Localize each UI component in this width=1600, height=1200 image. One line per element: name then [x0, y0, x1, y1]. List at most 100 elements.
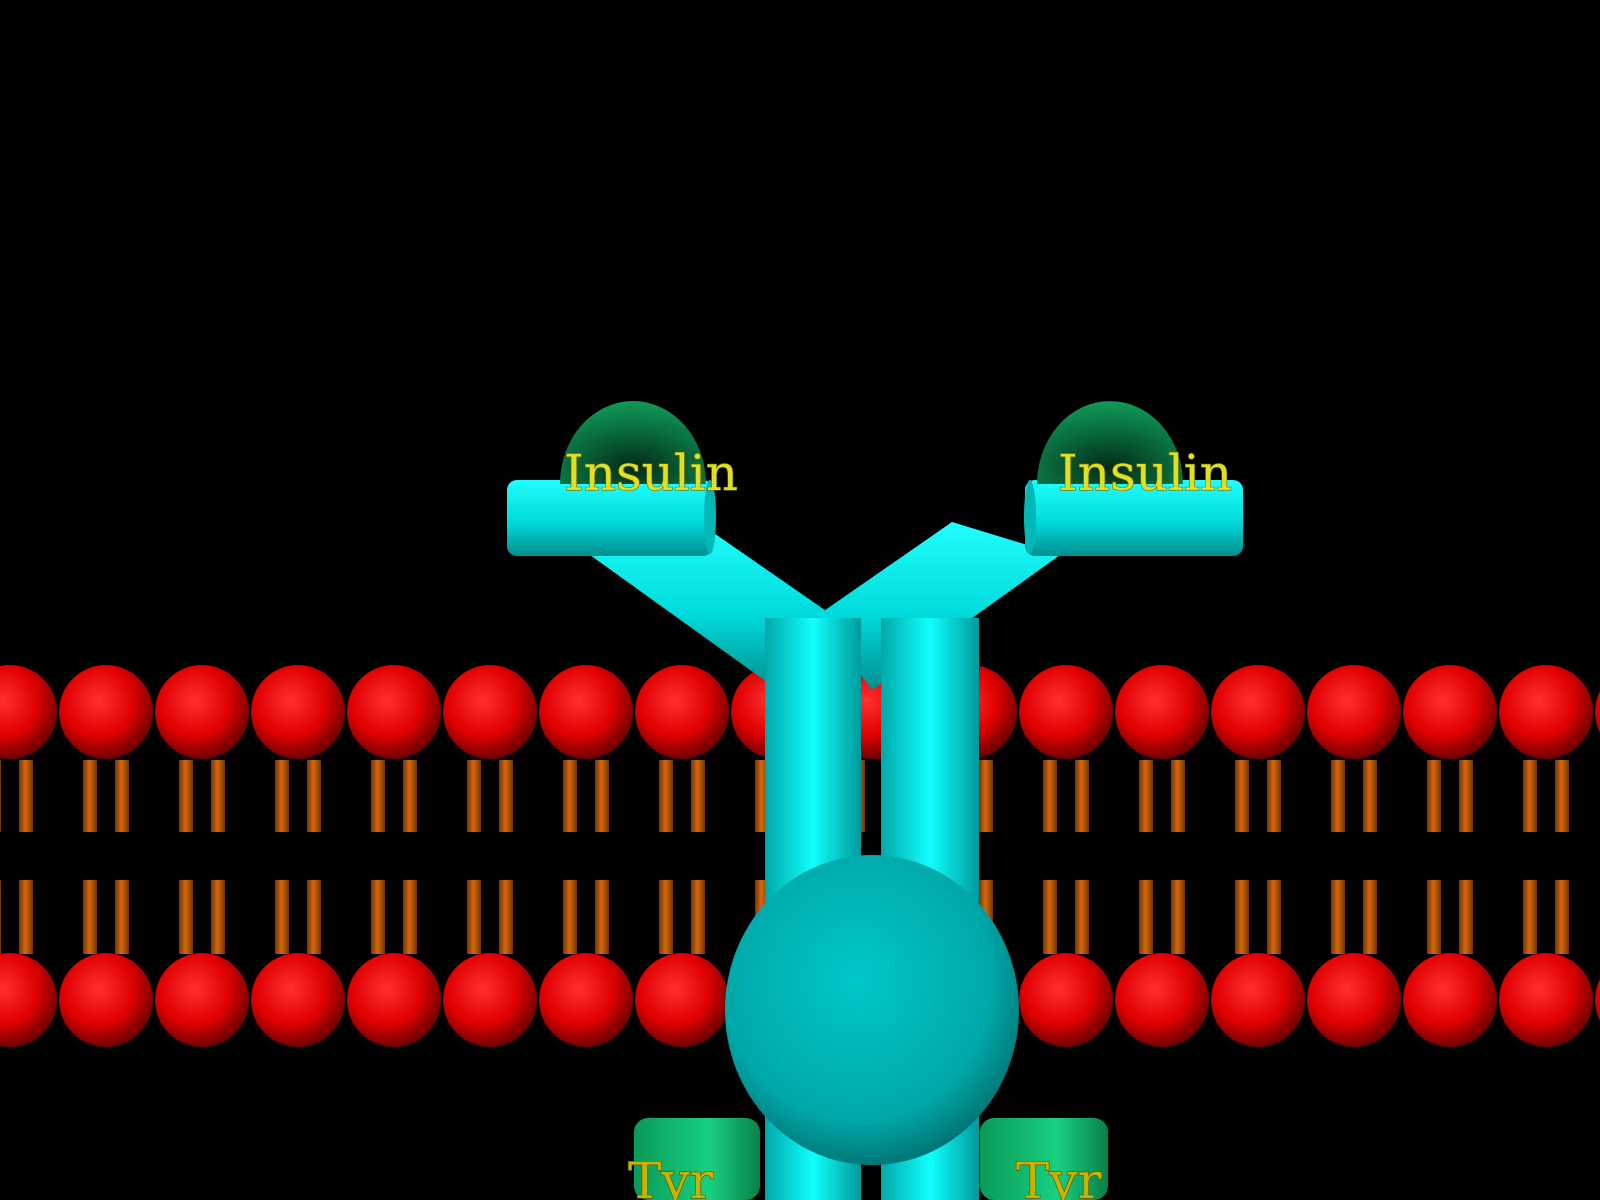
insulin-right: Insulin — [1037, 401, 1233, 503]
lipid-head — [635, 665, 729, 759]
insulin-receptor — [507, 480, 1243, 1200]
tyrosine-kinase-left: Tyr — [627, 1118, 760, 1200]
lipid-head — [1499, 953, 1593, 1047]
kinase-domain-left — [634, 1118, 760, 1200]
lipid-head — [443, 953, 537, 1047]
lipid-tail — [307, 880, 321, 954]
lipid-tail — [115, 760, 129, 832]
lipid-tail — [499, 760, 513, 832]
lipid-tail — [371, 760, 385, 832]
lipid-tail — [1459, 880, 1473, 954]
lipid-head — [251, 953, 345, 1047]
lipid-head — [59, 953, 153, 1047]
insulin-label-left: Insulin — [564, 444, 738, 502]
lipid-tail — [1075, 880, 1089, 954]
lipid-head — [1403, 953, 1497, 1047]
binding-domain-left-cap — [704, 480, 716, 554]
lipid-tail — [1555, 880, 1569, 954]
lipid-tail — [179, 760, 193, 832]
tyr-label-right: Tyr — [1016, 1152, 1102, 1200]
lipid-tail — [499, 880, 513, 954]
lipid-head — [59, 665, 153, 759]
lipid-tail — [979, 760, 993, 832]
kinase-domain-right — [980, 1118, 1108, 1200]
lipid-tail — [1139, 760, 1153, 832]
lipid-head — [251, 665, 345, 759]
lipid-head — [539, 953, 633, 1047]
lipid-tail — [1331, 880, 1345, 954]
lipid-tail — [179, 880, 193, 954]
lipid-tail — [1171, 760, 1185, 832]
lipid-tail — [1523, 880, 1537, 954]
lipid-head — [1211, 665, 1305, 759]
lipid-tail — [1523, 760, 1537, 832]
lipid-tail — [1235, 760, 1249, 832]
receptor-sphere — [725, 855, 1019, 1165]
lipid-tail — [1043, 880, 1057, 954]
receptor-arm-right — [818, 522, 1060, 690]
lipid-tail — [1331, 760, 1345, 832]
lipid-tail — [1139, 880, 1153, 954]
lipid-head — [347, 953, 441, 1047]
lipid-tail — [1075, 760, 1089, 832]
lipid-head — [1499, 665, 1593, 759]
insulin-hemisphere-left — [560, 401, 706, 484]
lipid-head — [1307, 665, 1401, 759]
lipid-head — [1403, 665, 1497, 759]
lipid-tail — [0, 760, 1, 832]
lipid-tail — [19, 880, 33, 954]
lipid-tail — [1171, 880, 1185, 954]
lipid-tail — [1267, 760, 1281, 832]
lipid-tail — [1363, 880, 1377, 954]
lipid-tail — [83, 880, 97, 954]
lipid-tail — [1427, 880, 1441, 954]
lipid-tail — [115, 880, 129, 954]
lipid-head — [347, 665, 441, 759]
insulin-hemisphere-right — [1037, 401, 1183, 484]
lipid-tail — [275, 880, 289, 954]
tyrosine-kinase-right: Tyr — [980, 1118, 1108, 1200]
lipid-head — [539, 665, 633, 759]
lipid-head — [1211, 953, 1305, 1047]
lipid-tail — [1267, 880, 1281, 954]
lipid-tail — [275, 760, 289, 832]
lipid-tail — [307, 760, 321, 832]
lipid-tail — [19, 760, 33, 832]
lipid-tail — [1235, 880, 1249, 954]
lipid-tail — [0, 880, 1, 954]
insulin-label-right: Insulin — [1058, 444, 1232, 502]
lipid-head — [1019, 953, 1113, 1047]
lipid-tail — [563, 880, 577, 954]
lipid-tail — [691, 760, 705, 832]
binding-domain-left — [507, 480, 713, 556]
lipid-tail — [403, 880, 417, 954]
lipid-tail — [595, 880, 609, 954]
lipid-tail — [563, 760, 577, 832]
lipid-tail — [659, 760, 673, 832]
lipid-head — [0, 665, 57, 759]
lipid-tail — [691, 880, 705, 954]
lipid-tail — [1555, 760, 1569, 832]
lipid-tail — [211, 760, 225, 832]
lipid-tail — [467, 880, 481, 954]
lipid-head — [1595, 690, 1600, 734]
lipid-tail — [1459, 760, 1473, 832]
lipid-head — [635, 953, 729, 1047]
lipid-tail — [659, 880, 673, 954]
lipid-tail — [1427, 760, 1441, 832]
lipid-head — [0, 953, 57, 1047]
lipid-tail — [83, 760, 97, 832]
lipid-tail — [1363, 760, 1377, 832]
insulin-left: Insulin — [560, 401, 739, 503]
lipid-head — [155, 953, 249, 1047]
lipid-head — [155, 665, 249, 759]
lipid-bilayer — [0, 665, 1600, 1047]
lipid-head — [443, 665, 537, 759]
lipid-head — [1115, 665, 1209, 759]
lipid-tail — [211, 880, 225, 954]
lipid-head — [1019, 665, 1113, 759]
binding-domain-right-cap — [1024, 480, 1036, 554]
lipid-head — [1307, 953, 1401, 1047]
lipid-tail — [1043, 760, 1057, 832]
binding-domain-right — [1025, 480, 1243, 556]
